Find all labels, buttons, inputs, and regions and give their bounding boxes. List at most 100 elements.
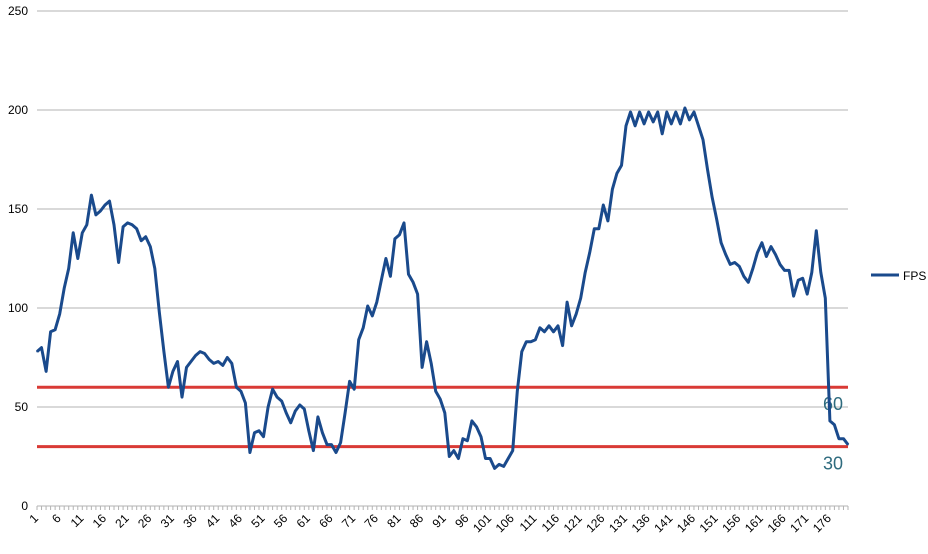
- data-point: [90, 194, 93, 196]
- data-point: [190, 360, 192, 363]
- data-point: [253, 431, 256, 434]
- data-point: [448, 455, 451, 458]
- data-point: [163, 350, 165, 353]
- data-point: [326, 443, 328, 446]
- data-point: [729, 263, 732, 266]
- data-point: [511, 449, 514, 452]
- data-point: [176, 360, 179, 363]
- data-point: [140, 239, 143, 242]
- data-point: [625, 125, 627, 127]
- data-point: [398, 233, 401, 236]
- data-point: [226, 356, 229, 359]
- x-tick-label: 96: [452, 511, 472, 531]
- data-point: [443, 412, 446, 414]
- data-point: [40, 346, 43, 349]
- data-point: [616, 172, 618, 175]
- data-point: [95, 214, 97, 216]
- data-point: [144, 235, 147, 238]
- data-point: [262, 435, 265, 438]
- data-point: [824, 297, 827, 299]
- data-point: [770, 245, 772, 248]
- data-point: [194, 354, 197, 357]
- data-point: [466, 439, 469, 442]
- data-point: [99, 210, 102, 212]
- data-point: [525, 340, 528, 343]
- data-point: [122, 226, 124, 228]
- data-point: [54, 328, 56, 331]
- data-point: [235, 386, 238, 389]
- data-point: [321, 431, 324, 434]
- y-tick-label: 50: [15, 400, 29, 414]
- data-point: [815, 229, 818, 232]
- data-point: [806, 293, 809, 295]
- x-tick-label: 131: [606, 511, 630, 535]
- x-tick-label: 26: [135, 511, 155, 531]
- x-tick-label: 156: [719, 511, 743, 535]
- data-point: [765, 255, 768, 258]
- data-point: [303, 408, 306, 410]
- data-point: [380, 279, 383, 282]
- y-tick-label: 0: [21, 499, 28, 513]
- data-point: [820, 271, 822, 274]
- data-point: [240, 390, 242, 392]
- x-tick-label: 6: [49, 511, 64, 526]
- data-point: [566, 301, 568, 303]
- data-point: [158, 311, 161, 313]
- reference-label-30: 30: [823, 454, 843, 474]
- data-point: [113, 224, 115, 226]
- data-point: [534, 338, 537, 341]
- data-point: [575, 313, 577, 315]
- data-point: [36, 350, 38, 353]
- data-point: [557, 325, 559, 327]
- x-tick-label: 46: [226, 511, 246, 531]
- x-tick-label: 146: [674, 511, 698, 535]
- data-point: [312, 449, 315, 452]
- y-tick-label: 200: [8, 103, 28, 117]
- data-point: [185, 366, 188, 369]
- x-tick-label: 51: [248, 511, 268, 531]
- data-point: [829, 420, 831, 422]
- data-point: [656, 111, 659, 113]
- data-point: [271, 388, 274, 390]
- data-point: [45, 370, 47, 373]
- x-tick-label: 101: [470, 511, 494, 535]
- data-point: [298, 404, 301, 406]
- data-point: [49, 330, 52, 333]
- data-point: [838, 437, 840, 440]
- x-tick-label: 91: [430, 511, 450, 531]
- data-point: [403, 222, 405, 224]
- data-point: [172, 370, 174, 373]
- data-point: [684, 107, 686, 109]
- data-point: [475, 426, 478, 428]
- data-point: [702, 138, 704, 141]
- data-point: [788, 269, 790, 272]
- y-tick-label: 250: [8, 4, 28, 18]
- data-point: [407, 273, 410, 276]
- data-point: [58, 313, 61, 315]
- data-point: [208, 358, 210, 361]
- data-point: [629, 111, 632, 113]
- data-point: [507, 457, 509, 460]
- data-point: [457, 457, 460, 460]
- data-point: [76, 257, 79, 260]
- data-point: [276, 396, 278, 398]
- data-point: [842, 437, 845, 440]
- data-point: [117, 261, 120, 264]
- x-axis-tick-labels: 1 6 11 16 21 26 31 36 41 46 51 56 61 66 71 76 81 86 91 9610…: [26, 511, 834, 535]
- data-point: [131, 224, 133, 226]
- data-point: [389, 275, 392, 278]
- data-point: [607, 220, 609, 222]
- x-tick-label: 36: [180, 511, 200, 531]
- data-point: [425, 340, 428, 343]
- x-tick-label: 121: [561, 511, 585, 535]
- data-point: [385, 257, 387, 260]
- data-point: [792, 295, 795, 297]
- data-point: [520, 350, 523, 353]
- data-point: [661, 132, 664, 135]
- data-point: [579, 297, 582, 299]
- data-point: [362, 327, 365, 329]
- data-point: [602, 204, 605, 206]
- x-tick-label: 86: [407, 511, 427, 531]
- x-tick-label: 161: [742, 511, 766, 535]
- data-point: [489, 457, 491, 460]
